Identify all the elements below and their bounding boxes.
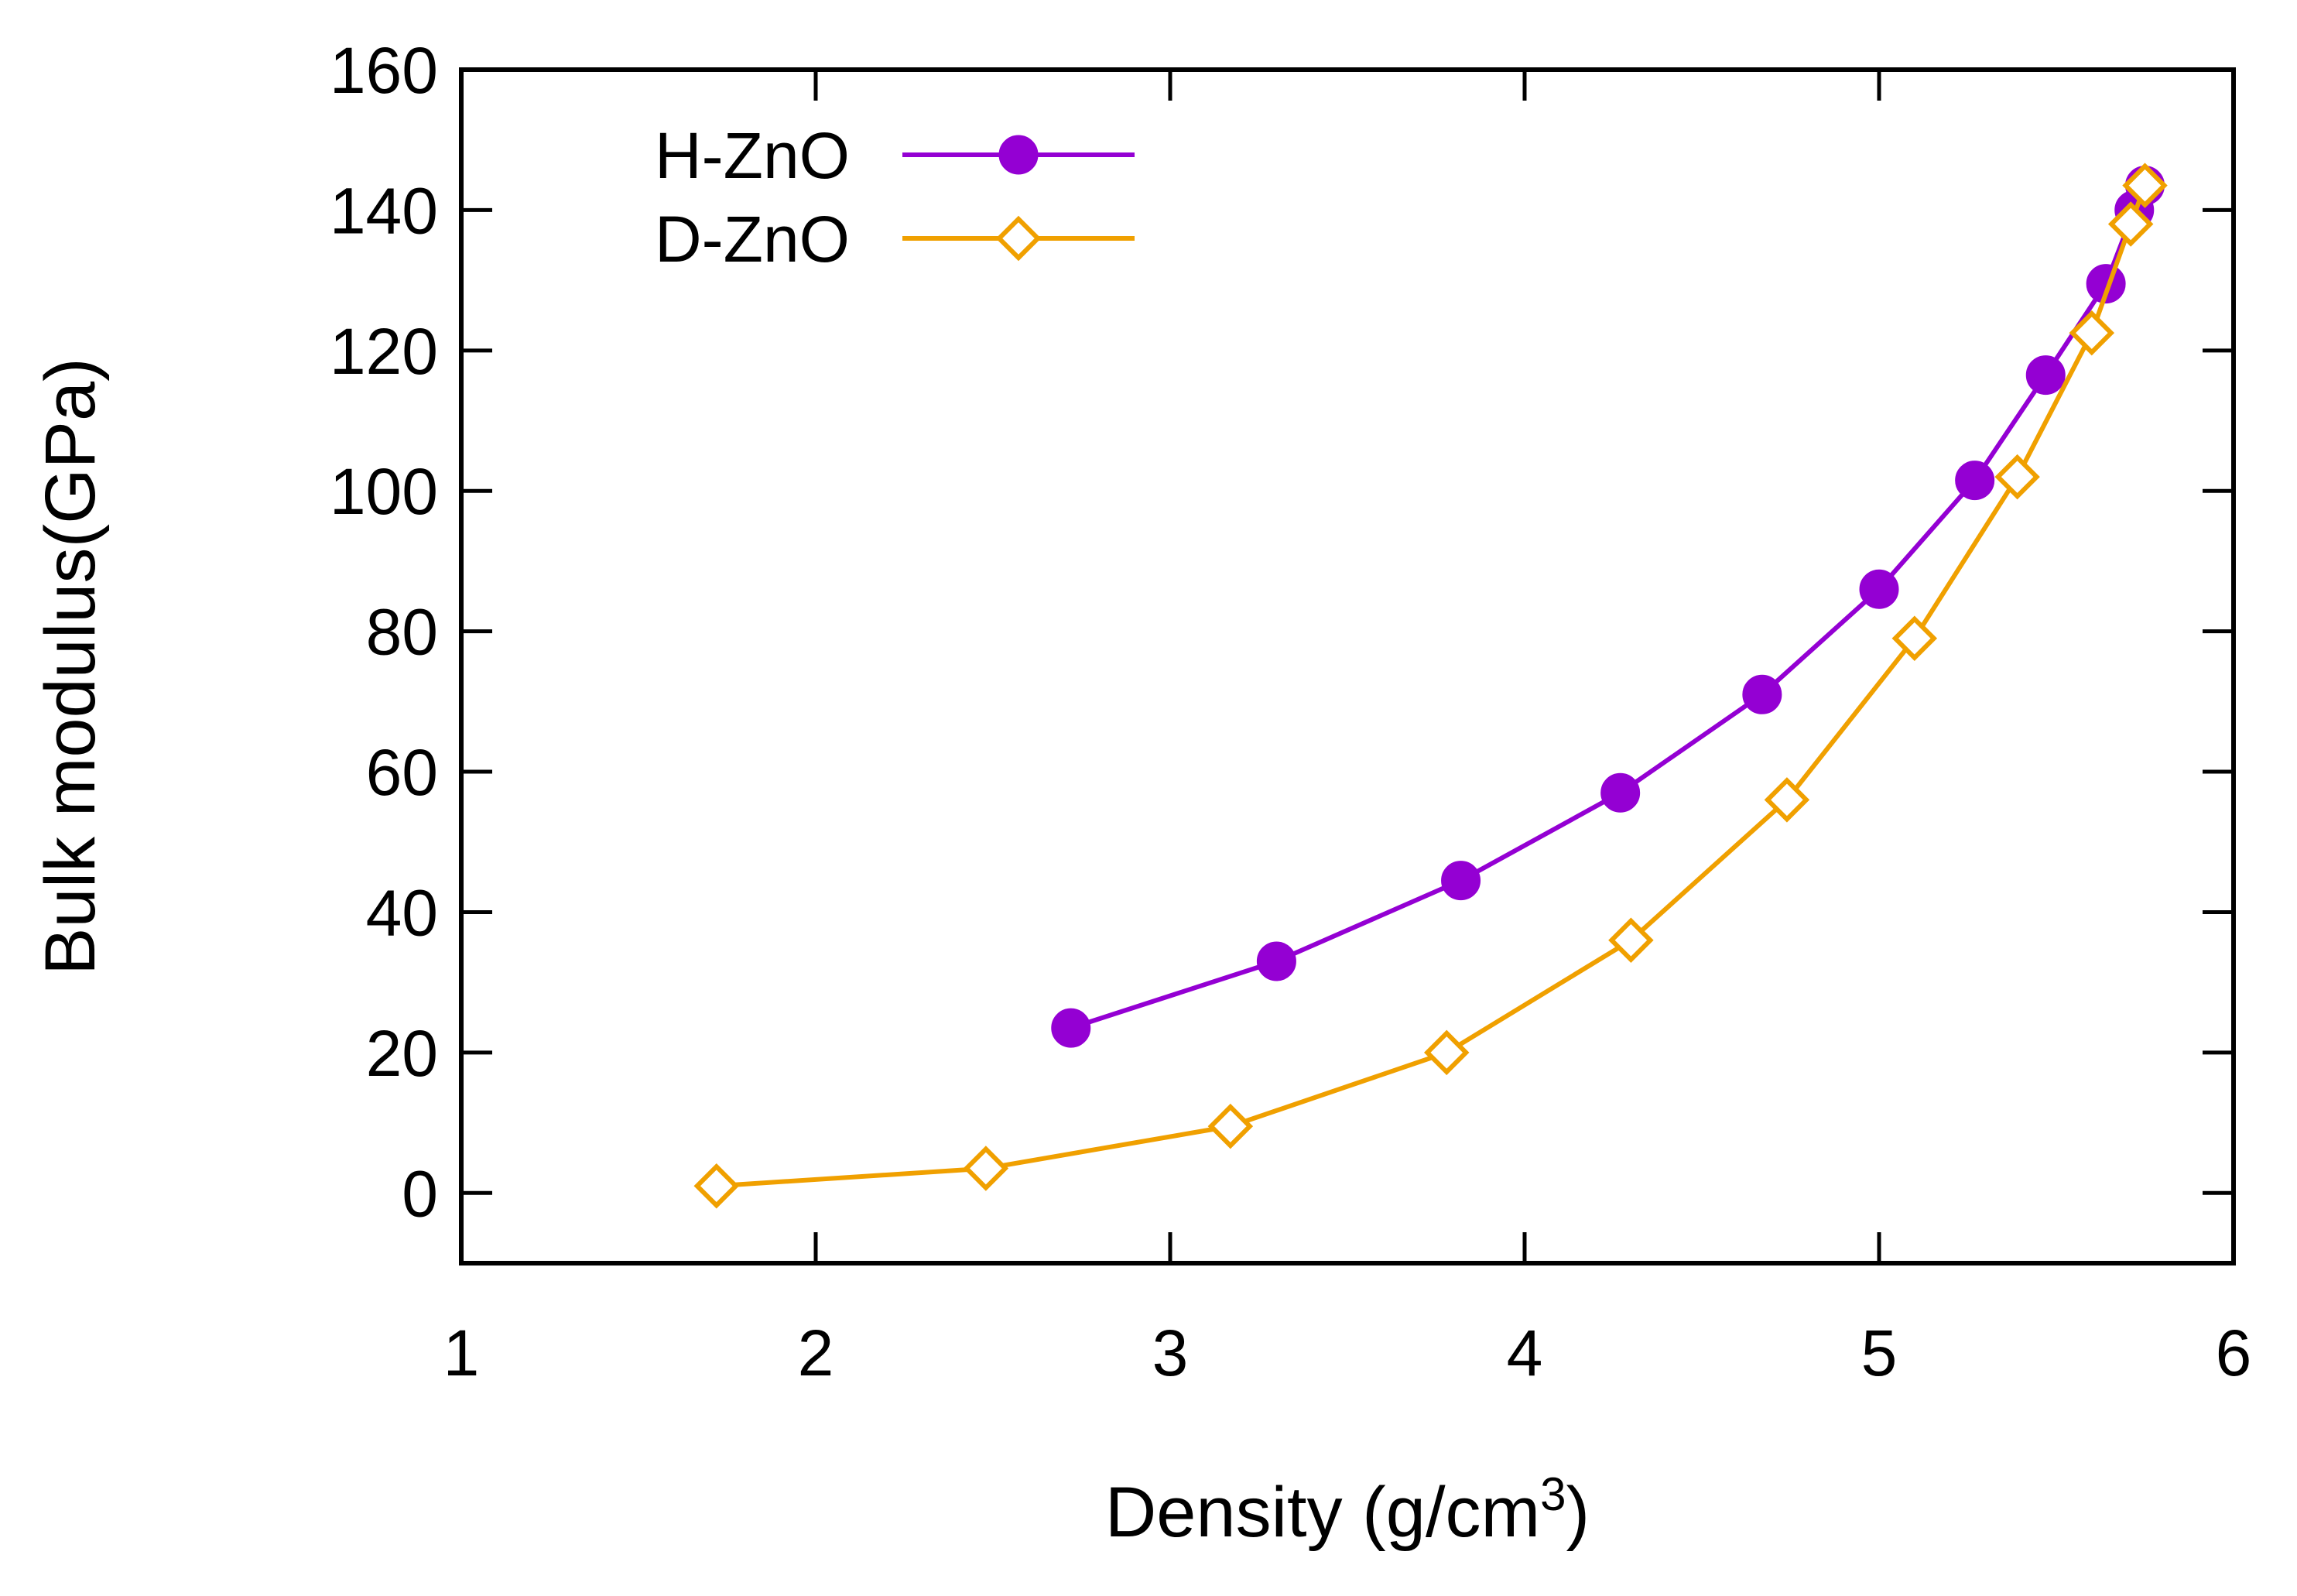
data-point [2086,264,2126,304]
data-point [1955,461,1995,501]
data-point [1608,917,1654,963]
x-axis-title-superscript: 3 [1540,1468,1566,1520]
y-tick-label: 160 [330,34,438,107]
legend-label: H-ZnO [655,119,850,192]
data-point [2122,163,2168,208]
legend: H-ZnO D-ZnO [655,119,1135,276]
x-tick-label: 6 [2216,1317,2252,1389]
data-point [2107,201,2154,247]
x-axis-title-main: Density (g/cm [1105,1473,1540,1552]
y-tick-label: 80 [366,596,438,669]
data-point [963,1146,1009,1191]
series-layer [693,163,2168,1209]
data-point [1891,615,1938,661]
data-point [2025,355,2066,396]
y-tick-label: 20 [366,1017,438,1090]
data-point [1207,1103,1254,1149]
data-point [1859,569,1899,609]
x-axis-title-suffix: ) [1566,1473,1590,1552]
data-point [1423,1029,1470,1076]
y-tick-label: 100 [330,455,438,528]
y-tick-label: 40 [366,876,438,949]
data-point [693,1163,740,1209]
data-point [1994,454,2040,500]
x-tick-label: 5 [1861,1317,1898,1389]
data-point [1600,772,1641,813]
y-tick-label: 140 [330,174,438,247]
series-d-zno [693,163,2168,1209]
legend-marker [998,135,1039,175]
x-tick-label: 2 [798,1317,834,1389]
data-point [1256,941,1296,981]
legend-marker [995,215,1042,262]
x-tick-label: 4 [1507,1317,1543,1389]
data-point [1764,777,1810,823]
data-point [1051,1008,1091,1048]
x-tick-label: 3 [1152,1317,1189,1389]
plot-frame [459,67,2236,1265]
y-axis-title: Bulk modulus(GPa) [31,358,110,975]
data-point [1441,861,1481,901]
y-tick-label: 60 [366,736,438,809]
y-tick-label: 120 [330,315,438,388]
x-axis-title: Density (g/cm3) [1105,1468,1590,1552]
x-tick-label: 1 [443,1317,480,1389]
data-point [2069,310,2115,356]
y-tick-label: 0 [402,1157,438,1230]
legend-label: D-ZnO [655,203,850,276]
data-point [1742,674,1782,714]
